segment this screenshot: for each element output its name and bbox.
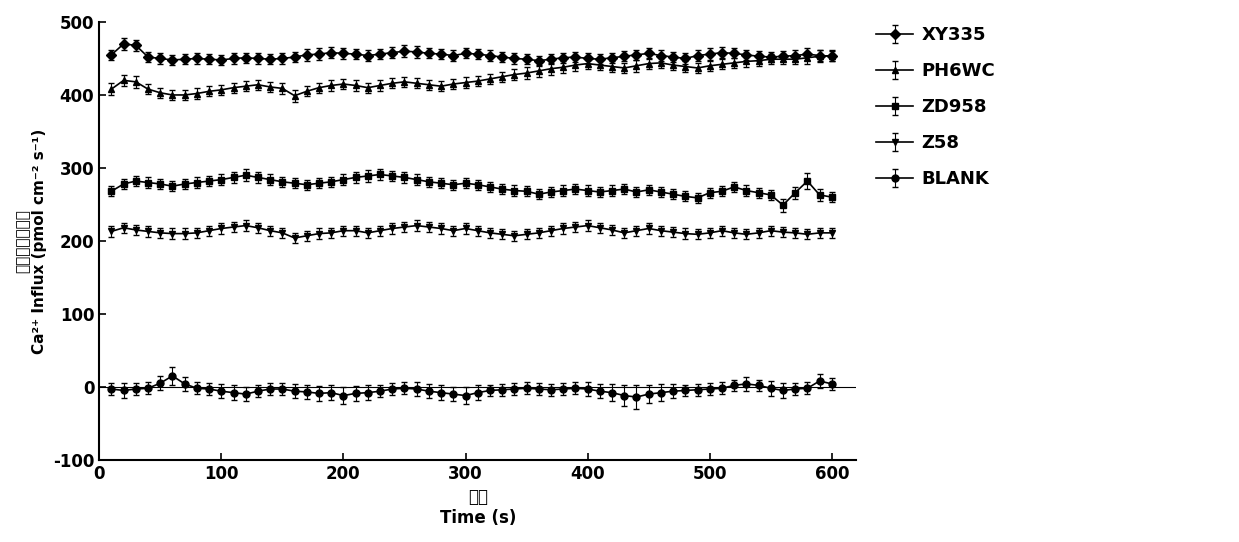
Y-axis label: 钓离子内流速率
Ca²⁺ Influx (pmol cm⁻² s⁻¹): 钓离子内流速率 Ca²⁺ Influx (pmol cm⁻² s⁻¹) — [15, 128, 47, 353]
X-axis label: 时间
Time (s): 时间 Time (s) — [440, 488, 515, 527]
Legend: XY335, PH6WC, ZD958, Z58, BLANK: XY335, PH6WC, ZD958, Z58, BLANK — [872, 22, 999, 192]
